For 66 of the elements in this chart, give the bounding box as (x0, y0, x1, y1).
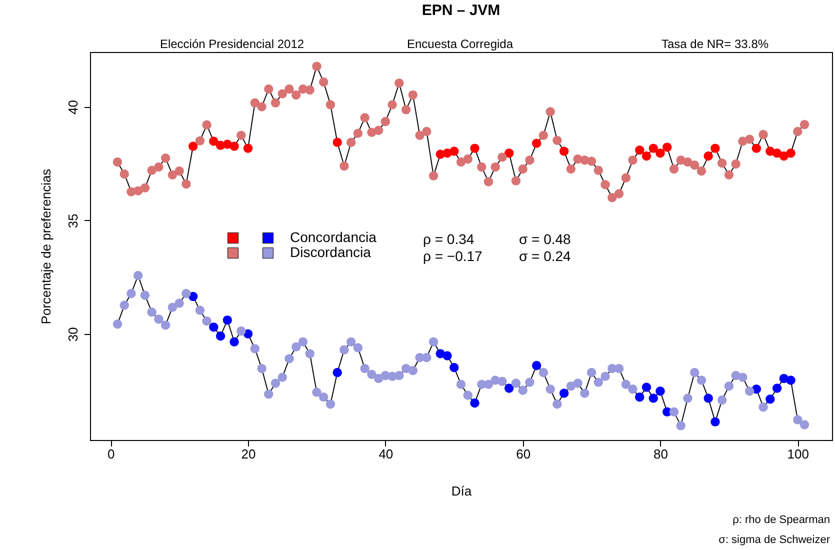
point (635, 392, 644, 402)
point (450, 146, 459, 156)
point (332, 368, 342, 378)
point (470, 398, 480, 408)
point (559, 388, 569, 398)
chart-title: EPN – JVM (422, 2, 500, 19)
point (243, 329, 253, 339)
point (772, 384, 782, 393)
point (243, 144, 253, 153)
legend-label: Concordancia (290, 229, 377, 245)
point (230, 142, 239, 151)
point (786, 148, 796, 158)
annotation: ρ = 0.34 (423, 231, 474, 247)
x-tick-label: 0 (107, 446, 115, 462)
point (442, 351, 452, 360)
point (642, 151, 652, 161)
point (450, 362, 459, 372)
point (209, 136, 218, 146)
text: Elección Presidencial 2012 (160, 37, 304, 51)
point (188, 142, 198, 151)
point (504, 384, 514, 393)
point (332, 138, 342, 148)
point (504, 148, 514, 158)
point (648, 144, 658, 153)
point (532, 138, 542, 148)
y-tick-label: 35 (66, 214, 80, 228)
x-tick-label: 100 (787, 446, 809, 462)
point (704, 394, 713, 403)
y-tick-label: 30 (66, 327, 80, 342)
point (188, 292, 198, 302)
annotation: ρ = −0.17 (423, 248, 483, 264)
point (752, 144, 762, 153)
point (209, 322, 218, 332)
text: Encuesta Corregida (406, 37, 514, 51)
point (230, 337, 239, 346)
point (710, 417, 720, 426)
point (710, 144, 720, 153)
point (766, 394, 775, 404)
text: Tasa de NR= 33.8% (661, 37, 769, 51)
y-axis-title: Porcentaje de preferencias (38, 168, 54, 324)
point (786, 376, 796, 385)
text: σ: sigma de Schweizer (718, 534, 830, 546)
point (662, 142, 672, 152)
x-tick-label: 40 (378, 446, 394, 462)
point (642, 382, 652, 392)
point (222, 315, 232, 325)
point (635, 146, 644, 155)
point (532, 360, 542, 370)
x-tick-label: 80 (654, 446, 668, 462)
point (772, 148, 782, 158)
x-tick-label: 20 (241, 446, 256, 462)
point (779, 151, 789, 161)
x-axis-title: Día (451, 484, 472, 498)
annotation: σ = 0.24 (519, 248, 572, 264)
x-tick-label: 60 (516, 446, 531, 462)
text: ρ: rho de Spearman (732, 514, 830, 526)
point (559, 146, 569, 156)
point (704, 151, 713, 161)
point (656, 386, 665, 396)
point (216, 331, 226, 341)
point (470, 144, 480, 153)
y-tick-label: 40 (66, 100, 80, 114)
point (656, 148, 665, 158)
point (648, 394, 658, 403)
legend-label: Discordancia (290, 244, 372, 260)
annotation: σ = 0.48 (519, 231, 572, 247)
